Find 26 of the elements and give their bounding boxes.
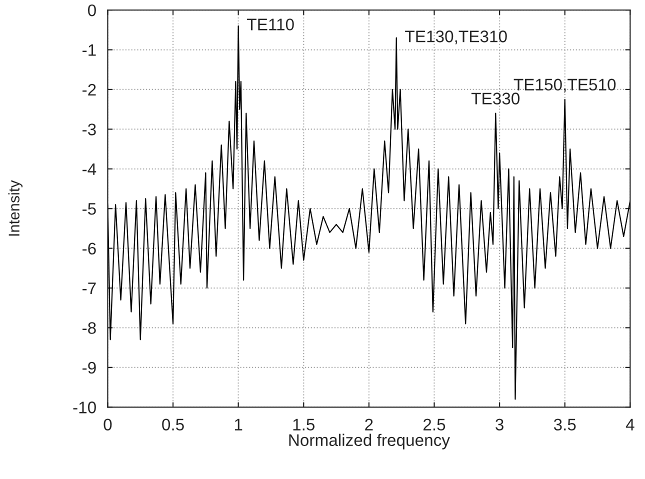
x-axis-title: Normalized frequency (289, 434, 450, 450)
x-tick-label: 2 (365, 418, 373, 430)
x-tick-label: 1 (234, 418, 242, 430)
y-tick-label: -8 (82, 322, 96, 334)
annotation: TE150,TE510 (514, 78, 616, 93)
annotation: TE130,TE310 (405, 30, 507, 44)
annotation: TE110 (247, 18, 294, 30)
x-tick-label: 3.5 (554, 418, 576, 431)
y-tick-label: 0 (88, 4, 96, 16)
x-tick-label: 2.5 (424, 418, 446, 431)
y-tick-label: -6 (82, 242, 96, 255)
y-axis-title: Intensity (8, 180, 23, 236)
y-tick-label: -3 (82, 124, 96, 136)
y-tick-label: -4 (82, 163, 96, 175)
y-tick-label: -1 (82, 44, 96, 56)
x-tick-label: 0.5 (162, 418, 184, 431)
x-tick-label: 3 (496, 418, 504, 431)
x-tick-label: 0 (104, 418, 112, 431)
y-tick-label: -10 (73, 402, 96, 414)
y-tick-label: -2 (82, 84, 96, 96)
y-tick-label: -5 (82, 203, 96, 215)
x-tick-label: 1.5 (293, 418, 315, 431)
y-tick-label: -9 (82, 362, 96, 374)
annotation: TE330 (471, 92, 520, 104)
y-tick-label: -7 (82, 282, 96, 294)
x-tick-label: 4 (626, 418, 634, 430)
